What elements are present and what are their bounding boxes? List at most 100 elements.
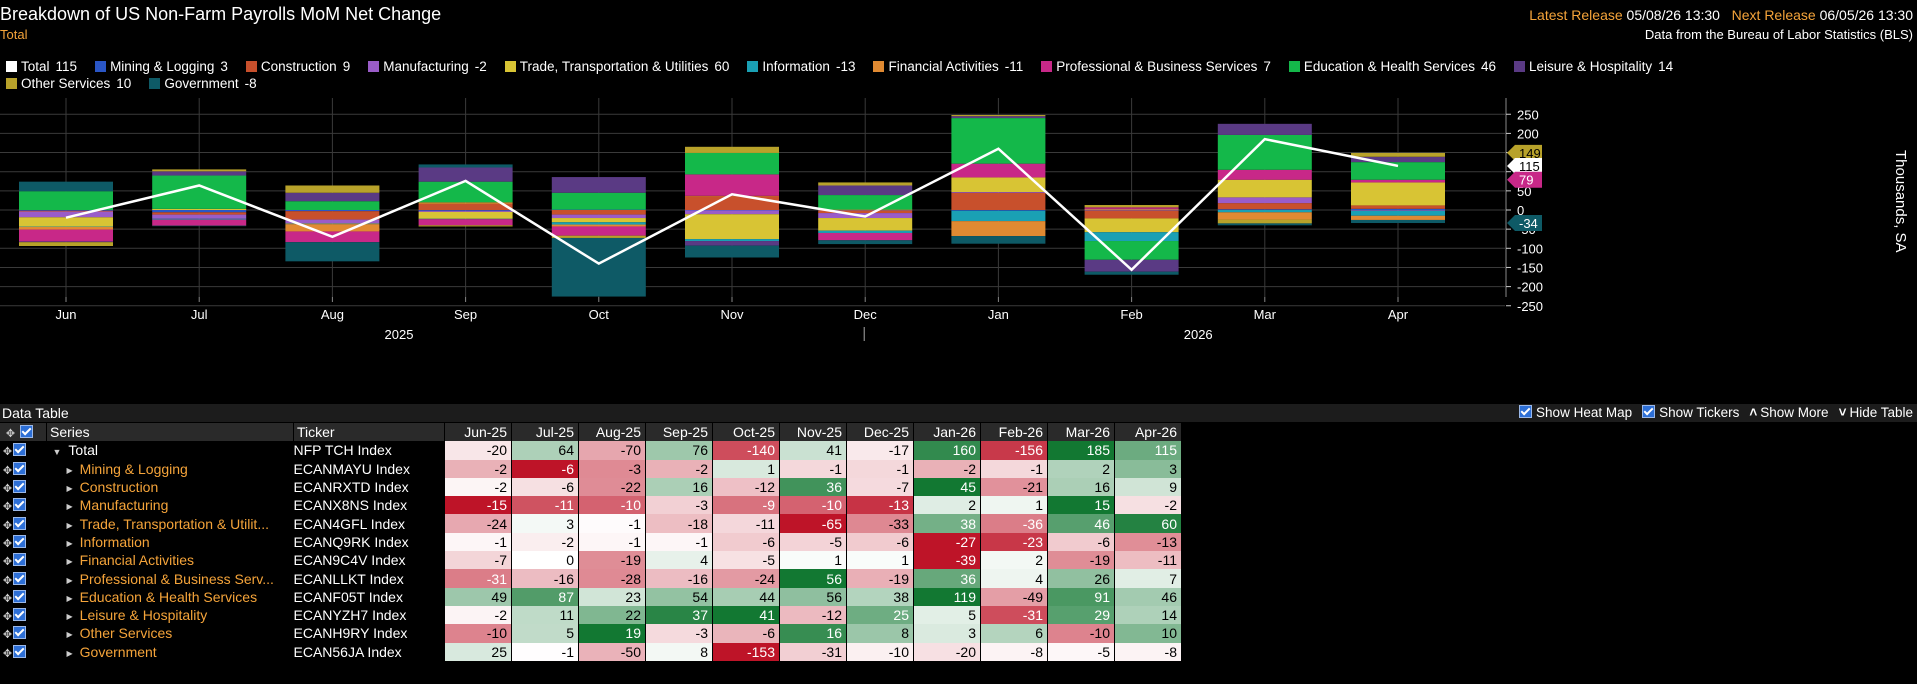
header-month[interactable]: Aug-25: [578, 423, 646, 442]
value-cell[interactable]: 14: [1114, 605, 1182, 625]
row-visibility-checkbox[interactable]: [13, 480, 26, 494]
crosshair-icon[interactable]: ✥: [2, 611, 13, 624]
value-cell[interactable]: 23: [578, 587, 646, 606]
legend-item[interactable]: Mining & Logging 3: [95, 58, 228, 75]
header-month[interactable]: Mar-26: [1047, 423, 1115, 442]
value-cell[interactable]: 64: [511, 441, 579, 460]
value-cell[interactable]: 1: [712, 459, 780, 478]
legend-item[interactable]: Education & Health Services 46: [1288, 58, 1496, 75]
series-cell[interactable]: ▶ Construction: [47, 478, 294, 496]
value-cell[interactable]: -16: [645, 569, 713, 588]
series-cell[interactable]: ▶ Government: [47, 643, 294, 661]
crosshair-icon[interactable]: ✥: [2, 574, 13, 587]
row-visibility-checkbox[interactable]: [13, 589, 26, 603]
ticker-cell[interactable]: ECANMAYU Index: [293, 460, 410, 477]
value-cell[interactable]: -21: [980, 477, 1048, 497]
value-cell[interactable]: -3: [645, 624, 713, 643]
value-cell[interactable]: 2: [980, 551, 1048, 570]
value-cell[interactable]: 44: [712, 587, 780, 606]
table-row[interactable]: ✥ ▶ Trade, Transportation & Utilit... ECAN4…: [0, 514, 1182, 533]
value-cell[interactable]: 29: [1047, 605, 1115, 625]
value-cell[interactable]: -2: [1114, 496, 1182, 515]
series-cell[interactable]: ▶ Mining & Logging: [47, 460, 294, 478]
checkbox-icon[interactable]: [1642, 405, 1656, 418]
value-cell[interactable]: -20: [444, 441, 512, 460]
value-cell[interactable]: 36: [913, 569, 981, 588]
value-cell[interactable]: -2: [913, 459, 981, 478]
value-cell[interactable]: 3: [1114, 459, 1182, 478]
legend-item[interactable]: Total 115: [6, 58, 77, 75]
value-cell[interactable]: 8: [846, 624, 914, 643]
series-cell[interactable]: ▶ Leisure & Hospitality: [47, 606, 294, 624]
header-month[interactable]: Jul-25: [511, 423, 579, 442]
value-cell[interactable]: -6: [712, 624, 780, 643]
value-cell[interactable]: -19: [578, 551, 646, 570]
crosshair-icon[interactable]: ✥: [2, 446, 13, 459]
value-cell[interactable]: -1: [578, 514, 646, 533]
value-cell[interactable]: 9: [1114, 477, 1182, 497]
crosshair-icon[interactable]: ✥: [2, 464, 13, 477]
value-cell[interactable]: -22: [578, 477, 646, 497]
value-cell[interactable]: -11: [712, 514, 780, 533]
value-cell[interactable]: -10: [1047, 624, 1115, 643]
value-cell[interactable]: -7: [444, 551, 512, 570]
value-cell[interactable]: 46: [1114, 587, 1182, 606]
legend-item[interactable]: Financial Activities -11: [873, 58, 1023, 75]
row-visibility-checkbox[interactable]: [13, 626, 26, 640]
ticker-cell[interactable]: NFP TCH Index: [293, 442, 392, 459]
value-cell[interactable]: -6: [712, 532, 780, 552]
value-cell[interactable]: 56: [779, 569, 847, 588]
ticker-cell[interactable]: ECANRXTD Index: [293, 479, 409, 496]
crosshair-icon[interactable]: ✥: [2, 647, 13, 660]
expand-right-icon[interactable]: ▶: [66, 648, 73, 658]
table-row[interactable]: ✥ ▶ Information ECANQ9RK Index -1 -2 -1 -1 -6 -5-…: [0, 532, 1182, 552]
series-cell[interactable]: ▼ Total: [47, 441, 294, 459]
header-month[interactable]: Sep-25: [645, 423, 713, 442]
value-cell[interactable]: 26: [1047, 569, 1115, 588]
row-visibility-checkbox[interactable]: [13, 516, 26, 530]
value-cell[interactable]: 4: [980, 569, 1048, 588]
value-cell[interactable]: 3: [511, 514, 579, 533]
value-cell[interactable]: 76: [645, 441, 713, 460]
value-cell[interactable]: -5: [1047, 642, 1115, 661]
value-cell[interactable]: -31: [779, 642, 847, 661]
series-cell[interactable]: ▶ Manufacturing: [47, 496, 294, 514]
expand-right-icon[interactable]: ▶: [66, 557, 73, 567]
series-cell[interactable]: ▶ Financial Activities: [47, 551, 294, 569]
value-cell[interactable]: 115: [1114, 441, 1182, 460]
value-cell[interactable]: -24: [712, 569, 780, 588]
header-month[interactable]: Feb-26: [980, 423, 1048, 442]
expand-right-icon[interactable]: ▶: [66, 538, 73, 548]
header-month[interactable]: Nov-25: [779, 423, 847, 442]
ticker-cell[interactable]: ECANX8NS Index: [293, 497, 408, 514]
value-cell[interactable]: 2: [1047, 459, 1115, 478]
value-cell[interactable]: 185: [1047, 441, 1115, 460]
row-visibility-checkbox[interactable]: [13, 553, 26, 567]
ticker-cell[interactable]: ECAN4GFL Index: [293, 515, 406, 532]
header-month[interactable]: Apr-26: [1114, 423, 1182, 442]
table-row[interactable]: ✥ ▶ Education & Health Services ECANF05T In…: [0, 587, 1182, 606]
legend-item[interactable]: Manufacturing -2: [368, 58, 487, 75]
ticker-cell[interactable]: ECANF05T Index: [293, 588, 403, 605]
value-cell[interactable]: -27: [913, 532, 981, 552]
value-cell[interactable]: -13: [846, 496, 914, 515]
crosshair-icon[interactable]: ✥: [2, 629, 13, 642]
value-cell[interactable]: -33: [846, 514, 914, 533]
header-month[interactable]: Oct-25: [712, 423, 780, 442]
row-visibility-checkbox[interactable]: [13, 443, 26, 457]
value-cell[interactable]: 7: [1114, 569, 1182, 588]
header-month[interactable]: Dec-25: [846, 423, 914, 442]
value-cell[interactable]: -8: [980, 642, 1048, 661]
value-cell[interactable]: -156: [980, 441, 1048, 460]
expand-right-icon[interactable]: ▶: [66, 630, 73, 640]
value-cell[interactable]: 11: [511, 605, 579, 625]
header-month[interactable]: Jan-26: [913, 423, 981, 442]
value-cell[interactable]: -1: [444, 532, 512, 552]
series-cell[interactable]: ▶ Professional & Business Serv...: [47, 569, 294, 587]
series-cell[interactable]: ▶ Other Services: [47, 624, 294, 642]
value-cell[interactable]: 45: [913, 477, 981, 497]
value-cell[interactable]: -5: [712, 551, 780, 570]
table-row[interactable]: ✥ ▶ Mining & Logging ECANMAYU Index -2 -6 -3 -2…: [0, 459, 1182, 478]
row-visibility-checkbox[interactable]: [13, 498, 26, 512]
expand-right-icon[interactable]: ▶: [66, 520, 73, 530]
